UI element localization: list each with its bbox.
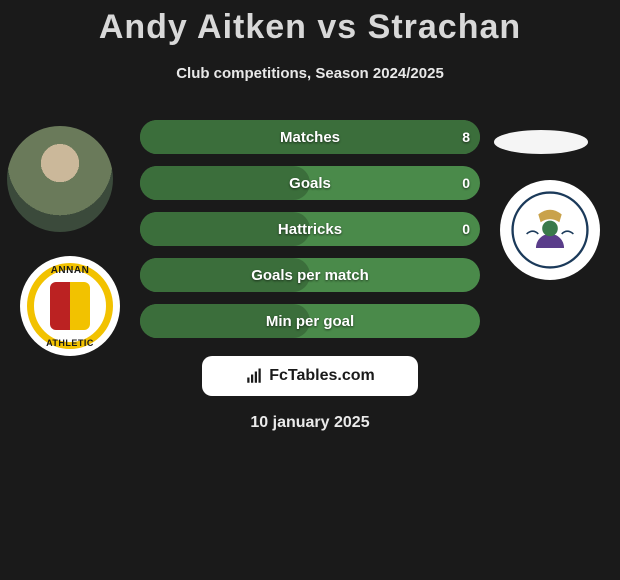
page-title: Andy Aitken vs Strachan [0, 0, 620, 47]
badge-left-text-bottom: ATHLETIC [46, 338, 94, 348]
stat-label: Matches [280, 129, 340, 146]
stat-label: Goals per match [251, 267, 369, 284]
subtitle: Club competitions, Season 2024/2025 [0, 65, 620, 82]
date-text: 10 january 2025 [0, 414, 620, 432]
stats-rows: Matches 8 Goals 0 Hattricks 0 Goals per match M… [140, 120, 480, 350]
stat-row: Matches 8 [140, 120, 480, 154]
comparison-area: ANNAN ATHLETIC Matches8Goals0Hattricks0G… [0, 120, 620, 460]
stat-row: Hattricks 0 [140, 212, 480, 246]
stat-row: Goals per match [140, 258, 480, 292]
stat-left-fill [140, 166, 310, 200]
brand-text: FcTables.com [269, 367, 375, 385]
club-badge-left: ANNAN ATHLETIC [20, 256, 120, 356]
chart-icon [245, 367, 263, 385]
stat-label: Hattricks [278, 221, 342, 238]
stat-left-value: 0 [462, 221, 470, 237]
club-badge-right [500, 180, 600, 280]
badge-left-text-top: ANNAN [51, 265, 90, 276]
stat-label: Min per goal [266, 313, 354, 330]
stat-label: Goals [289, 175, 331, 192]
player-right-photo [494, 130, 588, 154]
club-crest-icon [511, 191, 589, 269]
stat-row: Min per goal [140, 304, 480, 338]
stat-left-value: 0 [462, 175, 470, 191]
stat-left-value: 8 [462, 129, 470, 145]
player-left-photo [7, 126, 113, 232]
stat-row: Goals 0 [140, 166, 480, 200]
brand-badge[interactable]: FcTables.com [202, 356, 418, 396]
